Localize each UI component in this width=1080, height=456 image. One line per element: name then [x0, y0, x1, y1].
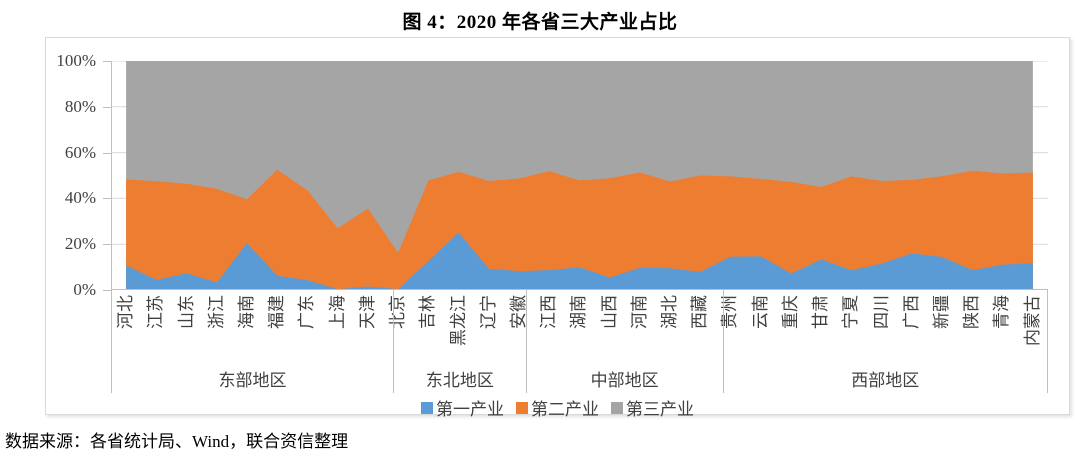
- y-axis-tick-label: 40%: [64, 188, 96, 208]
- region-label: 东北地区: [425, 371, 494, 390]
- area-series-primary: [126, 232, 1033, 290]
- legend-label: 第二产业: [531, 400, 599, 419]
- legend: 第一产业 第二产业 第三产业: [46, 395, 1069, 420]
- chart-frame: 100% 80% 60% 40% 20% 0% 河北 江苏 山东 浙江 海南 福建 广东 上海 天津 北京吉…: [45, 37, 1070, 419]
- y-axis-tick-mark: [103, 61, 111, 62]
- legend-item: 第三产业: [611, 395, 694, 420]
- legend-item: 第一产业: [421, 395, 504, 420]
- legend-label: 第一产业: [436, 400, 504, 419]
- region-group: 东部地区: [111, 290, 393, 393]
- region-label: 中部地区: [590, 371, 659, 390]
- chart-title: 图 4：2020 年各省三大产业占比: [402, 12, 678, 33]
- source-note: 数据来源：各省统计局、Wind，联合资信整理: [5, 432, 349, 451]
- y-axis-tick-label: 80%: [64, 96, 96, 116]
- stacked-area-plot: [111, 61, 1048, 290]
- area-series-secondary: [126, 169, 1033, 290]
- y-axis-tick-label: 60%: [64, 142, 96, 162]
- y-axis-tick-label: 0%: [73, 280, 96, 299]
- y-axis-tick-label: 20%: [64, 234, 96, 254]
- region-label: 东部地区: [218, 371, 287, 390]
- legend-swatch: [611, 401, 623, 414]
- y-axis-tick-mark: [103, 290, 111, 291]
- y-axis-tick-mark: [103, 198, 111, 200]
- x-axis-region-labels: 东部地区 东北地区 中部地区 西部地区: [111, 290, 1048, 393]
- region-group: 东北地区: [392, 290, 526, 393]
- y-axis-tick-mark: [103, 152, 111, 154]
- legend-item: 第二产业: [516, 395, 599, 420]
- region-label: 西部地区: [851, 371, 920, 390]
- legend-label: 第三产业: [626, 400, 694, 419]
- legend-swatch: [516, 401, 528, 414]
- y-axis-tick-mark: [103, 106, 111, 108]
- region-group: 中部地区: [525, 290, 723, 393]
- legend-swatch: [421, 401, 433, 414]
- y-axis-tick-label: 100%: [56, 51, 96, 70]
- region-group: 西部地区: [722, 290, 1048, 393]
- y-axis-tick-mark: [103, 244, 111, 246]
